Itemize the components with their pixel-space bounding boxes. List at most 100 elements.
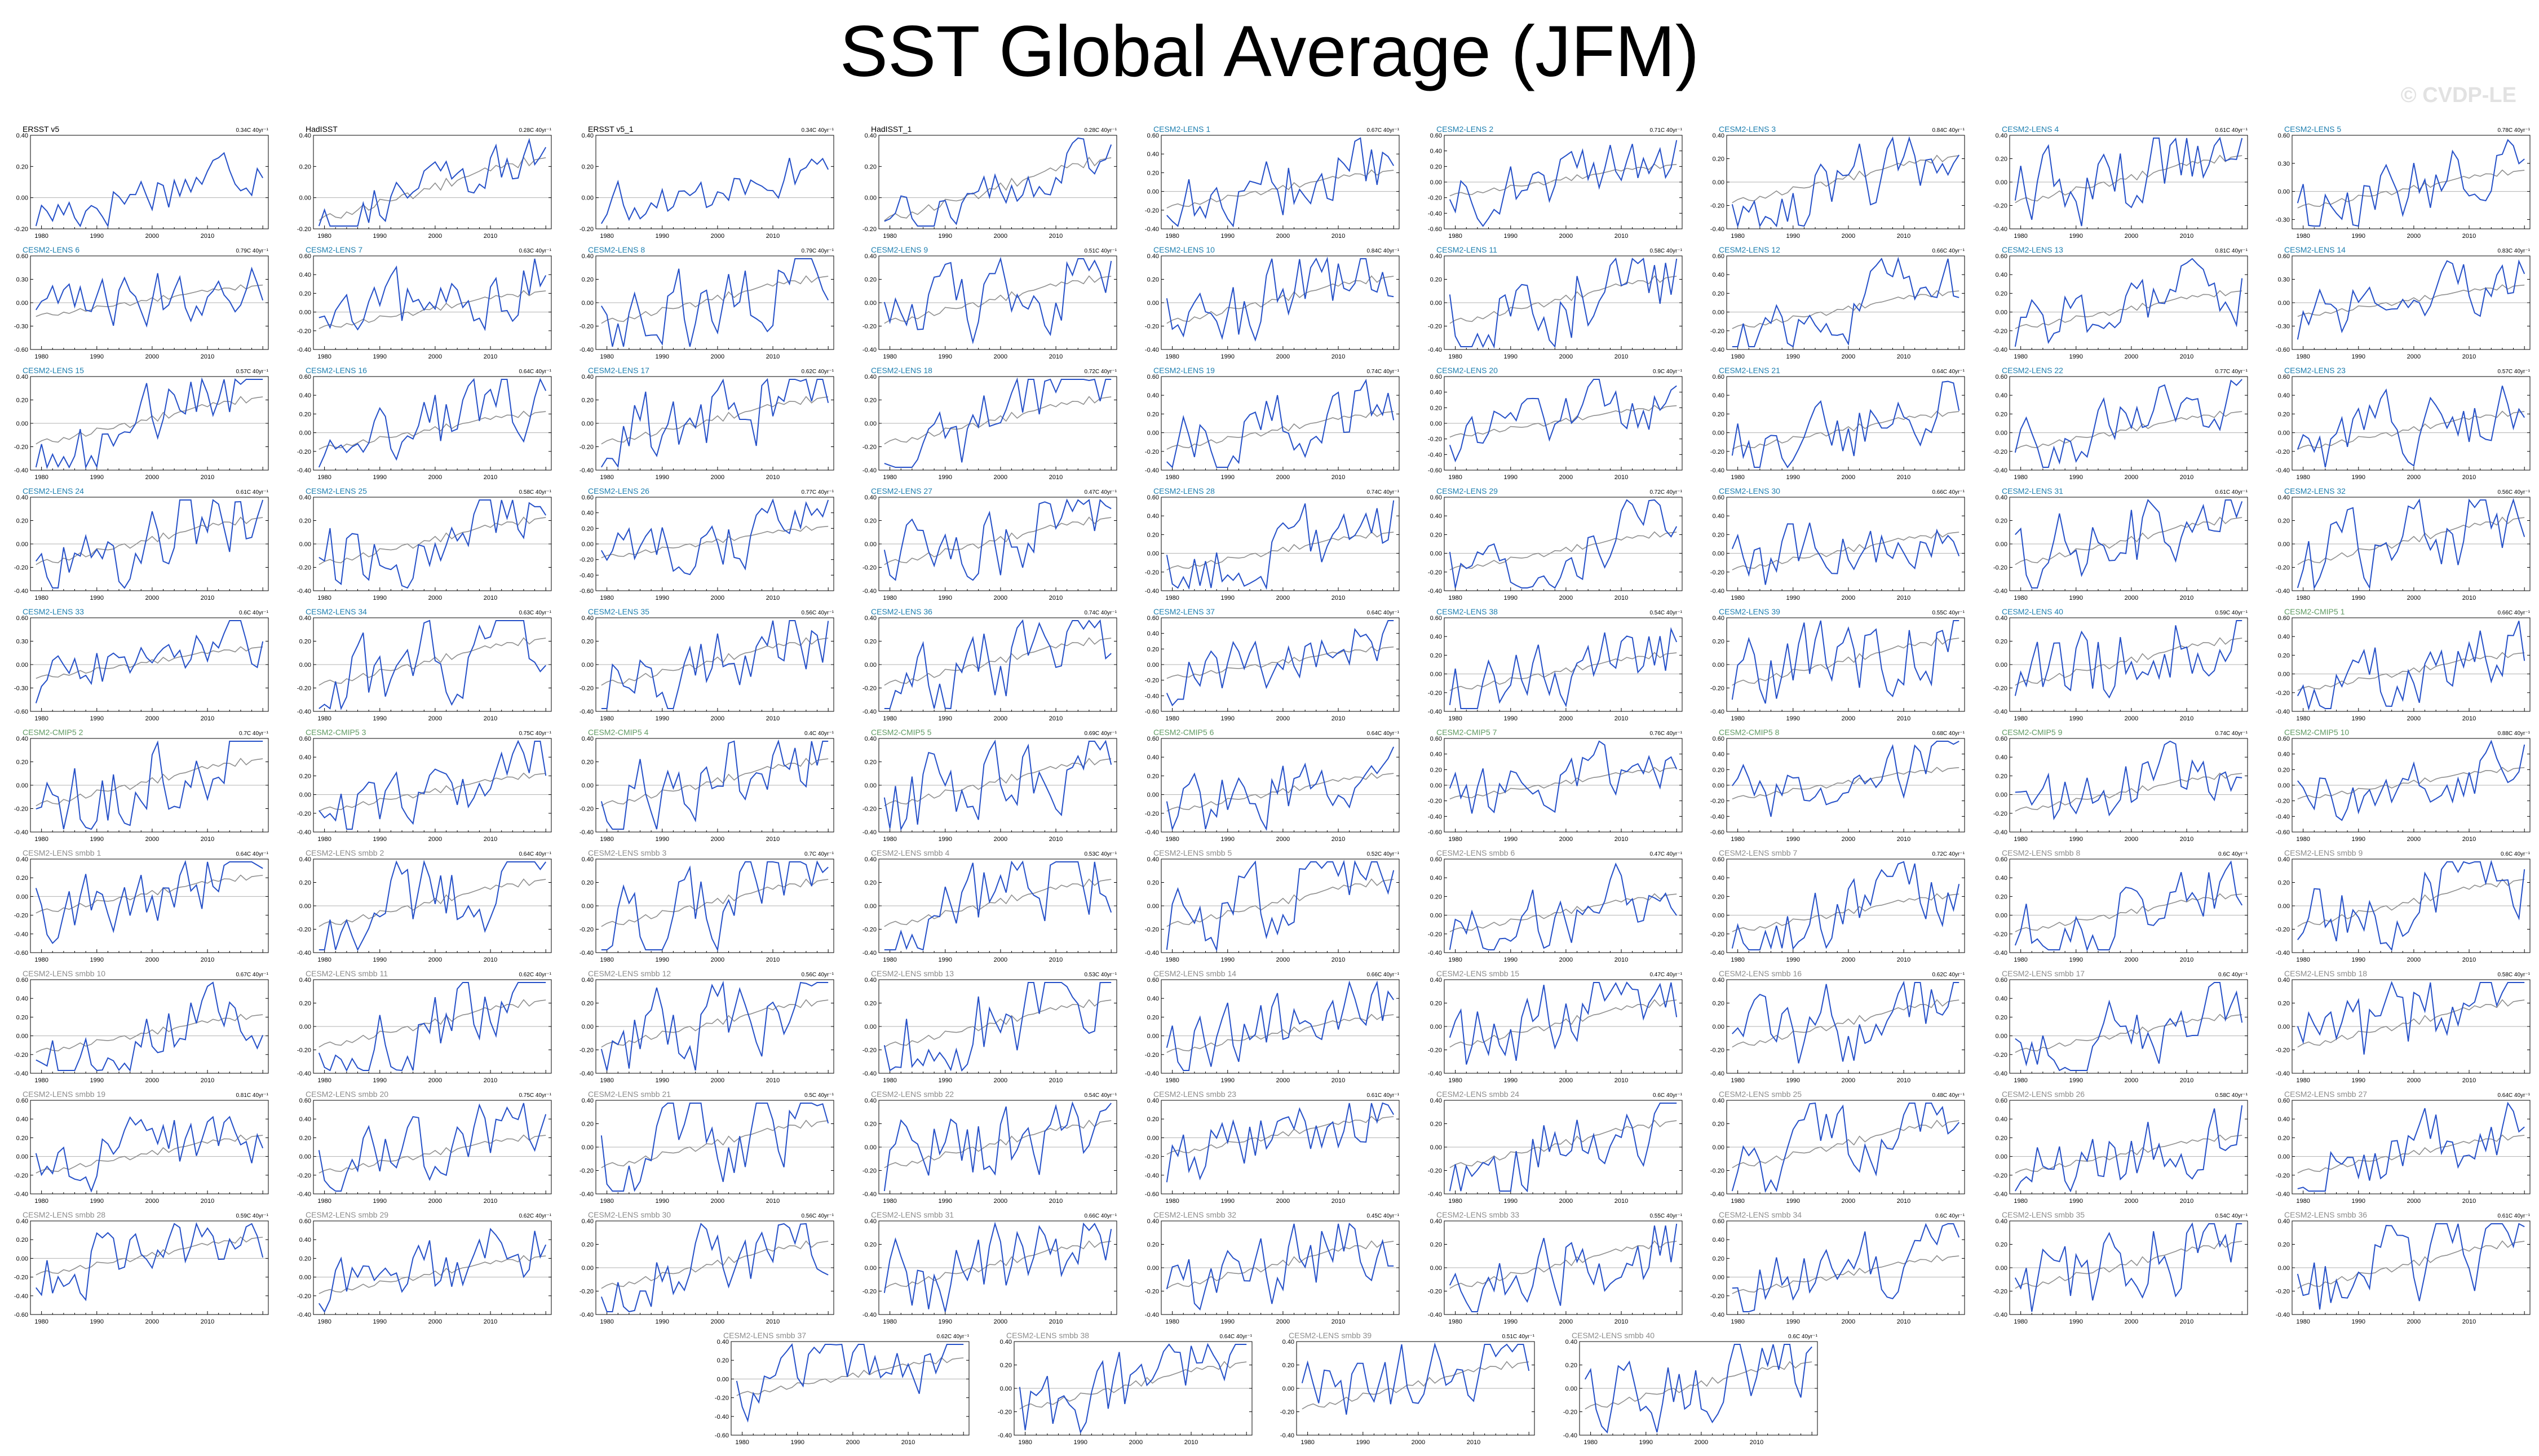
y-tick-label: 0.60 xyxy=(1996,1097,2007,1104)
panel-cesm2-lens-26: CESM2-LENS 26 0.77C 40yr⁻¹ -0.60 -0.40 -0.20… xyxy=(577,486,859,605)
y-tick-label: 0.20 xyxy=(865,1242,877,1249)
y-tick-label: -0.60 xyxy=(1145,1191,1159,1198)
y-tick-label: 0.00 xyxy=(1147,1135,1159,1141)
x-tick-label: 1980 xyxy=(1448,1198,1462,1205)
panel-cesm2-lens-smbb-26: CESM2-LENS smbb 26 0.58C 40yr⁻¹ -0.40 -0.20… xyxy=(1990,1089,2272,1209)
y-tick-label: 0.20 xyxy=(865,163,877,170)
y-tick-label: -0.40 xyxy=(1710,813,1724,820)
y-tick-label: 0.00 xyxy=(1996,309,2007,316)
panel-cesm2-cmip5-8: CESM2-CMIP5 8 0.68C 40yr⁻¹ -0.60 -0.40 -0.20… xyxy=(1708,727,1989,847)
observed-series-line xyxy=(1732,154,1959,203)
observed-series-line xyxy=(601,637,829,686)
model-series-line xyxy=(2297,498,2525,590)
x-tick-label: 1990 xyxy=(2069,836,2083,843)
x-tick-label: 2010 xyxy=(766,474,780,481)
x-tick-label: 2010 xyxy=(1467,1439,1480,1446)
panel-cesm2-lens-20: CESM2-LENS 20 0.9C 40yr⁻¹ -0.60 -0.40 -0.20 0… xyxy=(1425,365,1707,485)
y-tick-label: -0.40 xyxy=(580,1312,594,1318)
y-tick-label: 0.20 xyxy=(1147,880,1159,887)
y-tick-label: -0.40 xyxy=(14,1293,28,1300)
plot-frame xyxy=(731,1341,970,1436)
observed-series-line xyxy=(2297,1240,2525,1289)
panel-plot: CESM2-LENS 3 0.84C 40yr⁻¹ -0.40 -0.20 0.00 0.… xyxy=(1710,125,1965,240)
y-tick-label: 0.40 xyxy=(865,374,877,380)
x-tick-label: 2010 xyxy=(2462,836,2476,843)
panel-title: CESM2-LENS 20 xyxy=(1436,366,1498,375)
model-series-line xyxy=(600,378,829,468)
y-tick-label: 0.20 xyxy=(1713,290,1724,297)
y-tick-label: 0.40 xyxy=(582,977,594,984)
y-tick-label: 0.40 xyxy=(1147,513,1159,520)
x-tick-label: 2010 xyxy=(1049,474,1063,481)
y-tick-label: -0.20 xyxy=(1145,811,1159,817)
observed-series-line xyxy=(884,516,1112,565)
y-tick-label: 0.40 xyxy=(582,1218,594,1225)
panel-cesm2-lens-smbb-35: CESM2-LENS smbb 35 0.54C 40yr⁻¹ -0.40 -0.20… xyxy=(1990,1210,2272,1329)
panel-plot: CESM2-LENS smbb 21 0.5C 40yr⁻¹ -0.40 -0.20 0… xyxy=(580,1090,834,1205)
y-tick-label: 0.30 xyxy=(16,639,28,645)
panel-plot: CESM2-LENS smbb 7 0.72C 40yr⁻¹ -0.40 -0.20 0… xyxy=(1710,848,1965,963)
x-tick-label: 2000 xyxy=(711,595,724,601)
panel-trend-label: 0.54C 40yr⁻¹ xyxy=(2215,1213,2248,1219)
x-tick-label: 1990 xyxy=(90,957,104,963)
plot-frame xyxy=(2292,617,2531,712)
x-tick-label: 2000 xyxy=(994,1318,1007,1325)
y-tick-label: 0.60 xyxy=(1713,1218,1724,1225)
observed-series-line xyxy=(884,758,1112,807)
y-tick-label: 0.00 xyxy=(2278,189,2290,196)
y-tick-label: 0.40 xyxy=(16,1218,28,1225)
panel-cesm2-lens-40: CESM2-LENS 40 0.59C 40yr⁻¹ -0.40 -0.20 0.00 0… xyxy=(1990,607,2272,726)
x-tick-label: 2010 xyxy=(1897,1318,1910,1325)
y-tick-label: 0.00 xyxy=(1996,662,2007,669)
x-tick-label: 1990 xyxy=(1786,1198,1800,1205)
panel-trend-label: 0.28C 40yr⁻¹ xyxy=(1084,127,1117,134)
y-tick-label: 0.40 xyxy=(16,995,28,1002)
x-tick-label: 2010 xyxy=(2462,1198,2476,1205)
panel-title: CESM2-LENS 17 xyxy=(588,366,649,375)
y-tick-label: -0.40 xyxy=(1710,950,1724,957)
model-series-line xyxy=(1449,981,1678,1065)
y-tick-label: -0.40 xyxy=(862,1191,877,1198)
panel-plot: CESM2-LENS 40 0.59C 40yr⁻¹ -0.40 -0.20 0.00 0… xyxy=(1993,607,2248,722)
model-series-line xyxy=(2014,258,2243,347)
y-tick-label: 0.60 xyxy=(1147,977,1159,984)
panel-plot: CESM2-CMIP5 3 0.75C 40yr⁻¹ -0.40 -0.20 0.00 0… xyxy=(297,728,552,843)
x-tick-label: 1990 xyxy=(373,233,387,240)
plot-frame xyxy=(1161,979,1400,1074)
panel-trend-label: 0.47C 40yr⁻¹ xyxy=(1649,851,1682,857)
x-tick-label: 2000 xyxy=(2407,715,2421,722)
y-tick-label: 0.60 xyxy=(1147,132,1159,139)
plot-frame xyxy=(1444,617,1683,712)
page-title: SST Global Average (JFM) xyxy=(839,11,1700,92)
y-tick-label: -0.40 xyxy=(715,1414,729,1420)
x-tick-label: 1980 xyxy=(2014,474,2027,481)
y-tick-label: -0.20 xyxy=(1993,449,2007,455)
observed-series-line xyxy=(1166,1116,1394,1155)
y-tick-label: 0.60 xyxy=(2278,253,2290,260)
y-tick-label: 0.00 xyxy=(582,662,594,669)
panel-title: CESM2-LENS smbb 38 xyxy=(1006,1331,1089,1340)
panel-plot: CESM2-LENS smbb 1 0.64C 40yr⁻¹ -0.60 -0.40 -… xyxy=(14,848,269,963)
panel-cesm2-lens-13: CESM2-LENS 13 0.81C 40yr⁻¹ -0.40 -0.20 0.00 0… xyxy=(1990,245,2272,364)
y-tick-label: 0.40 xyxy=(582,856,594,863)
x-tick-label: 1990 xyxy=(1504,233,1518,240)
y-tick-label: 0.60 xyxy=(299,736,311,742)
panel-trend-label: 0.62C 40yr⁻¹ xyxy=(519,1213,551,1219)
x-tick-label: 2010 xyxy=(484,474,497,481)
x-tick-label: 2000 xyxy=(1276,1198,1290,1205)
y-tick-label: -0.20 xyxy=(1145,569,1159,576)
panel-plot: CESM2-LENS 24 0.61C 40yr⁻¹ -0.40 -0.20 0.00 0… xyxy=(14,486,269,601)
y-tick-label: -0.40 xyxy=(1993,709,2007,715)
y-tick-label: 0.00 xyxy=(1430,551,1442,557)
panel-trend-label: 0.56C 40yr⁻¹ xyxy=(801,1213,834,1219)
y-tick-label: 0.20 xyxy=(299,1255,311,1262)
x-tick-label: 2000 xyxy=(428,1198,442,1205)
panel-cesm2-cmip5-9: CESM2-CMIP5 9 0.74C 40yr⁻¹ -0.40 -0.20 0.00 0… xyxy=(1990,727,2272,847)
x-tick-label: 2010 xyxy=(1614,957,1628,963)
y-tick-label: -0.20 xyxy=(1280,1409,1294,1416)
model-series-line xyxy=(2297,1101,2525,1192)
x-tick-label: 2000 xyxy=(2125,595,2138,601)
plot-frame xyxy=(1726,255,1965,350)
y-tick-label: 0.60 xyxy=(1996,977,2007,984)
x-tick-label: 1980 xyxy=(2014,1077,2027,1084)
